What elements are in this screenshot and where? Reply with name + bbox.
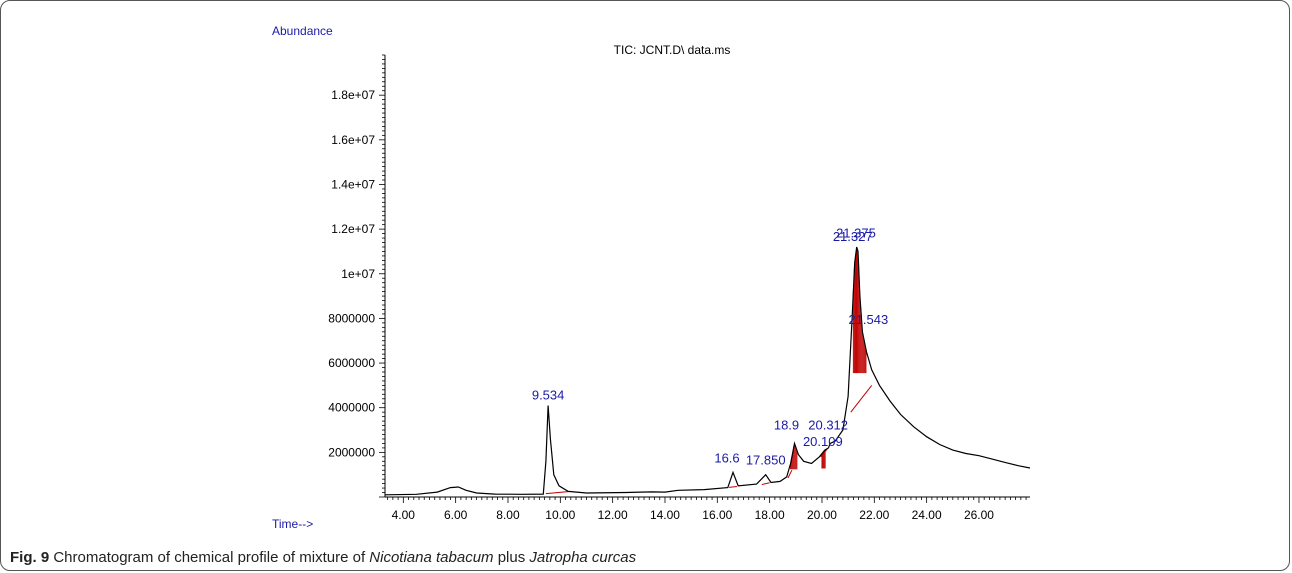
peak-label: 16.6 bbox=[714, 450, 739, 465]
x-tick-label: 12.00 bbox=[598, 508, 628, 522]
integration-baseline bbox=[820, 448, 828, 458]
x-tick-label: 16.00 bbox=[702, 508, 732, 522]
y-tick-label: 8000000 bbox=[328, 311, 375, 325]
peak-label: 21.543 bbox=[848, 312, 888, 327]
x-tick-label: 26.00 bbox=[964, 508, 994, 522]
x-tick-label: 20.00 bbox=[807, 508, 837, 522]
integration-baseline bbox=[729, 486, 737, 488]
chart-title: TIC: JCNT.D\ data.ms bbox=[614, 43, 731, 57]
x-tick-label: 14.00 bbox=[650, 508, 680, 522]
peak-label: 21.327 bbox=[833, 229, 873, 244]
peak-label: 20.109 bbox=[803, 434, 843, 449]
y-tick-label: 1.8e+07 bbox=[331, 88, 375, 102]
x-tick-label: 10.00 bbox=[545, 508, 575, 522]
y-tick-label: 4000000 bbox=[328, 401, 375, 415]
y-tick-label: 1.2e+07 bbox=[331, 222, 375, 236]
peak-label: 21.375 bbox=[836, 225, 876, 240]
x-tick-label: 8.00 bbox=[496, 508, 520, 522]
y-tick-label: 1.6e+07 bbox=[331, 133, 375, 147]
caption-text-2: plus bbox=[493, 549, 530, 566]
caption-species-2: Jatropha curcas bbox=[529, 549, 637, 566]
caption-species-1: Nicotiana tabacum bbox=[369, 549, 494, 566]
integration-baseline bbox=[850, 385, 873, 413]
y-tick-label: 6000000 bbox=[328, 356, 375, 370]
peak-label: 20.312 bbox=[808, 417, 848, 432]
peak-label: 17.850 bbox=[746, 453, 786, 468]
chromatogram-trace bbox=[384, 246, 1031, 496]
caption-text-1: Chromatogram of chemical profile of mixt… bbox=[49, 549, 370, 566]
figure-label: Fig. 9 bbox=[10, 549, 50, 566]
figure-caption: Fig. 9 Chromatogram of chemical profile … bbox=[10, 549, 636, 566]
x-tick-label: 4.00 bbox=[392, 508, 416, 522]
y-axis-label: Abundance bbox=[272, 24, 333, 38]
y-tick-label: 1e+07 bbox=[341, 267, 375, 281]
integration-baseline bbox=[761, 482, 770, 485]
peak-label: 9.534 bbox=[532, 387, 565, 402]
x-axis-label: Time--> bbox=[272, 517, 313, 531]
x-tick-label: 6.00 bbox=[444, 508, 468, 522]
x-tick-label: 24.00 bbox=[912, 508, 942, 522]
y-tick-label: 2000000 bbox=[328, 445, 375, 459]
x-tick-label: 18.00 bbox=[755, 508, 785, 522]
peak-label: 18.9 bbox=[774, 417, 799, 432]
y-tick-label: 1.4e+07 bbox=[331, 177, 375, 191]
x-tick-label: 22.00 bbox=[859, 508, 889, 522]
integration-baseline bbox=[787, 469, 793, 479]
integration-baseline bbox=[545, 490, 571, 495]
